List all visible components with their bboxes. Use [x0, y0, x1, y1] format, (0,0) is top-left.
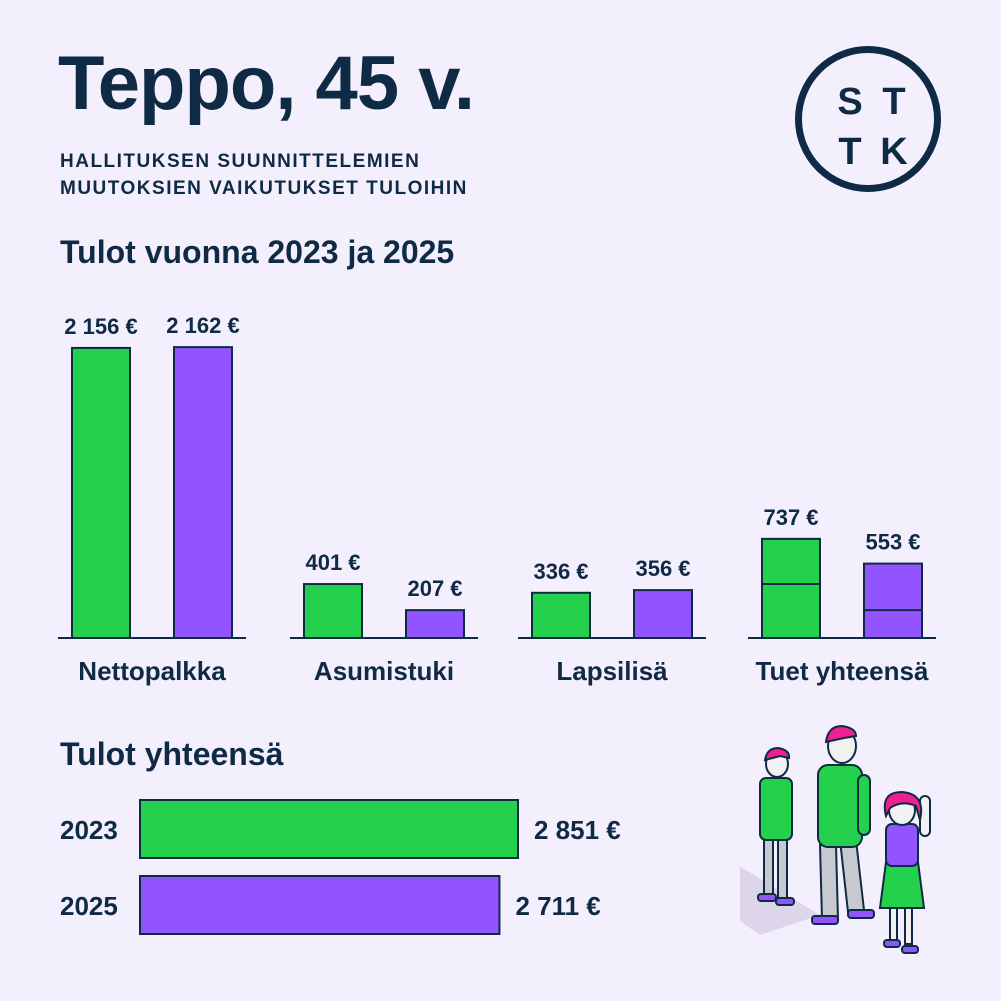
category-label: Asumistuki [314, 656, 454, 686]
child-figure [757, 746, 795, 906]
total-bar [139, 799, 519, 859]
bar-value-label: 553 € [865, 530, 920, 555]
bar [761, 537, 821, 639]
family-illustration-icon [740, 724, 931, 954]
bar-chart-title: Tulot vuonna 2023 ja 2025 [60, 234, 455, 270]
bar [71, 346, 131, 639]
logo-letter: S [837, 81, 863, 123]
income-bar-chart: 2 156 € 2 162 € Nettopalkka 401 € 207 € Asumi… [58, 313, 936, 686]
totals-bar-chart: 2023 2 851 € 2025 2 711 € [60, 799, 621, 935]
bar-value-label: 356 € [635, 556, 690, 581]
bar [531, 591, 591, 639]
page-title: Teppo, 45 v. [58, 41, 475, 126]
bar [633, 589, 693, 639]
total-bar [139, 875, 501, 935]
category-label: Lapsilisä [556, 656, 668, 686]
bar [173, 346, 233, 639]
logo-letter: T [882, 81, 906, 123]
bar-value-label: 2 156 € [64, 314, 137, 339]
total-value-label: 2 851 € [534, 815, 621, 845]
bar [863, 562, 923, 640]
girl-figure [878, 790, 931, 954]
bar [405, 609, 465, 639]
totals-chart-title: Tulot yhteensä [60, 736, 284, 772]
year-label: 2023 [60, 815, 118, 845]
bar-value-label: 737 € [763, 505, 818, 530]
category-label: Tuet yhteensä [756, 656, 929, 686]
bar-value-label: 2 162 € [166, 313, 239, 338]
page-subtitle: HALLITUKSEN SUUNNITTELEMIEN MUUTOKSIEN V… [60, 148, 468, 202]
year-label: 2025 [60, 891, 118, 921]
subtitle-line-2: MUUTOKSIEN VAIKUTUKSET TULOIHIN [60, 178, 468, 199]
bar-value-label: 207 € [407, 576, 462, 601]
sttk-logo: S T T K [795, 46, 941, 192]
subtitle-line-1: HALLITUKSEN SUUNNITTELEMIEN [60, 151, 421, 172]
bar [303, 583, 363, 639]
category-label: Nettopalkka [78, 656, 226, 686]
total-value-label: 2 711 € [515, 891, 600, 921]
logo-letter: T [838, 131, 862, 173]
bar-value-label: 336 € [533, 559, 588, 584]
adult-figure [811, 724, 875, 925]
logo-letter: K [880, 131, 908, 173]
bar-value-label: 401 € [305, 550, 360, 575]
